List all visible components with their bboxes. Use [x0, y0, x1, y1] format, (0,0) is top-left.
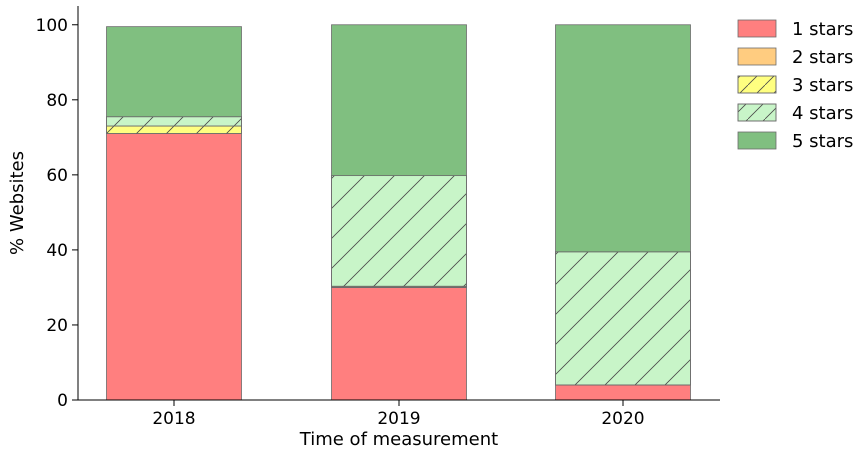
bar-segment-2019-5-stars — [331, 24, 467, 177]
bar-segment-2018-1-stars — [106, 133, 242, 401]
y-tick-label: 60 — [46, 166, 68, 186]
legend-label: 2 stars — [792, 47, 853, 68]
legend-item-1-stars: 1 stars — [737, 19, 853, 40]
legend-item-5-stars: 5 stars — [737, 131, 853, 152]
y-tick-label: 40 — [46, 241, 68, 261]
legend-swatch — [737, 47, 777, 66]
bar-segment-2020-1-stars — [555, 384, 691, 401]
y-axis-ticks: 0 20 40 60 80 100 — [36, 16, 78, 411]
bar-hatch-2020-4-stars — [555, 251, 691, 386]
bar-hatch-2018-4-stars — [106, 116, 242, 127]
bar-segment-2018-5-stars — [106, 26, 242, 118]
x-tick-label: 2020 — [601, 409, 644, 429]
legend-label: 4 stars — [792, 103, 853, 124]
x-tick-label: 2019 — [377, 409, 420, 429]
y-axis-title: % Websites — [7, 151, 28, 255]
bar-layer — [106, 24, 691, 401]
bar-hatch-2019-4-stars — [331, 175, 467, 287]
bar-hatch-2018-3-stars — [106, 125, 242, 134]
legend-item-3-stars: 3 stars — [737, 75, 853, 96]
legend-label: 1 stars — [792, 19, 853, 40]
legend-swatch — [737, 131, 777, 150]
bar-segment-2019-1-stars — [331, 287, 467, 401]
y-tick-label: 20 — [46, 316, 68, 336]
legend: 1 stars 2 stars 3 stars 4 stars 5 stars — [737, 19, 853, 152]
y-tick-label: 0 — [57, 391, 68, 411]
legend-label: 5 stars — [792, 131, 853, 152]
legend-swatch-hatch — [737, 103, 777, 122]
legend-swatch — [737, 19, 777, 38]
x-tick-label: 2018 — [152, 409, 195, 429]
bar-segment-2020-5-stars — [555, 24, 691, 253]
legend-item-4-stars: 4 stars — [737, 103, 853, 124]
legend-item-2-stars: 2 stars — [737, 47, 853, 68]
x-axis-title: Time of measurement — [299, 429, 498, 450]
legend-label: 3 stars — [792, 75, 853, 96]
x-axis-ticks: 2018 2019 2020 — [152, 400, 645, 429]
y-tick-label: 100 — [36, 16, 68, 36]
legend-swatch-hatch — [737, 75, 777, 94]
y-tick-label: 80 — [46, 91, 68, 111]
